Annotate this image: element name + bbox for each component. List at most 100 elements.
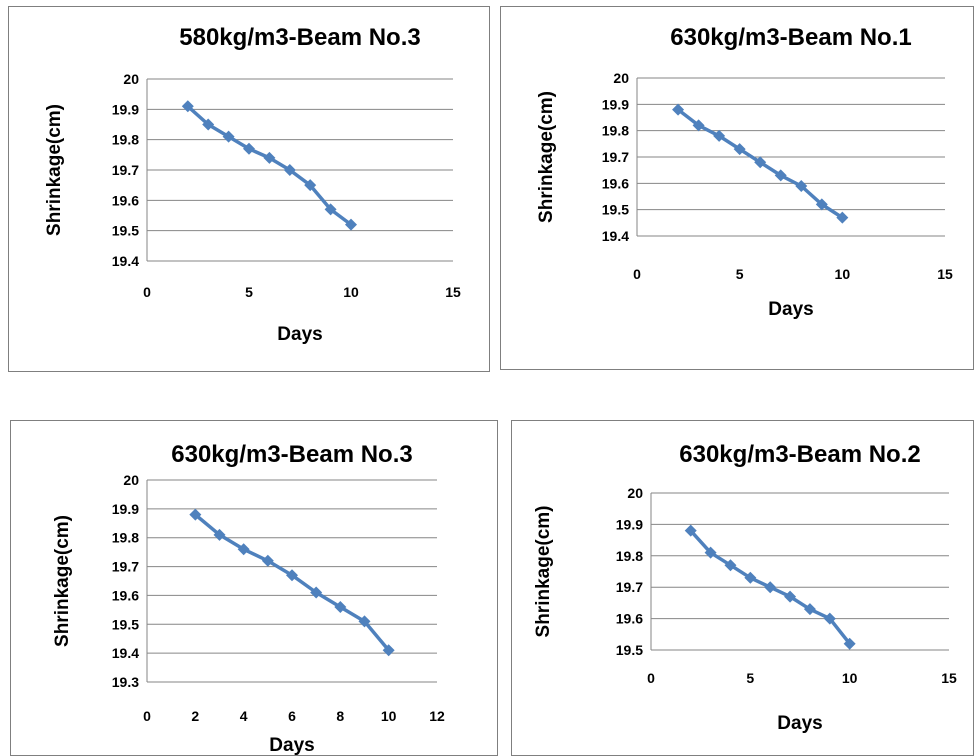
y-axis-label: Shrinkage(cm) — [536, 91, 557, 223]
data-point — [181, 100, 194, 113]
chart-title: 630kg/m3-Beam No.3 — [171, 441, 412, 468]
y-axis-label: Shrinkage(cm) — [52, 515, 73, 647]
data-point — [784, 590, 797, 603]
x-tick-label: 8 — [336, 708, 344, 724]
y-tick-label: 19.7 — [616, 579, 643, 595]
data-point — [213, 528, 226, 541]
data-point — [684, 524, 697, 537]
data-point — [704, 546, 717, 559]
data-point — [382, 644, 395, 657]
y-tick-label: 19.6 — [602, 175, 629, 191]
data-point — [803, 603, 816, 616]
y-tick-label: 19.6 — [112, 192, 139, 208]
chart-630-beam-3: 630kg/m3-Beam No.3 19.3 19.4 19.5 19.6 19.7 19… — [52, 441, 445, 755]
x-axis-label: Days — [277, 324, 322, 345]
x-tick-label: 10 — [381, 708, 397, 724]
chart-630-beam-2: 630kg/m3-Beam No.2 19.5 19.6 19.7 19.8 19.9 20… — [533, 441, 957, 734]
y-tick-label: 19.5 — [112, 223, 139, 239]
data-point — [243, 142, 255, 155]
chart-panel-1: 580kg/m3-Beam No.3 19.4 19.5 19.6 19.7 19.8 19… — [8, 6, 490, 372]
y-tick-label: 19.8 — [616, 548, 643, 564]
y-tick-label: 19.5 — [616, 642, 643, 658]
data-point — [836, 211, 849, 224]
data-point — [672, 103, 685, 116]
y-tick-label: 19.5 — [112, 616, 139, 632]
x-tick-label: 0 — [633, 266, 641, 282]
x-tick-label: 15 — [937, 266, 953, 282]
y-tick-label: 19.3 — [112, 674, 139, 690]
y-tick-label: 19.4 — [112, 645, 139, 661]
y-tick-label: 20 — [123, 472, 139, 488]
y-axis-label: Shrinkage(cm) — [533, 506, 554, 638]
chart-panel-3: 630kg/m3-Beam No.3 19.3 19.4 19.5 19.6 19.7 19… — [10, 420, 498, 756]
data-point — [692, 119, 705, 132]
y-tick-label: 19.6 — [112, 587, 139, 603]
data-point — [283, 164, 296, 176]
x-tick-label: 5 — [245, 284, 253, 300]
y-tick-label: 19.4 — [112, 253, 139, 269]
x-tick-label: 0 — [647, 670, 655, 686]
x-tick-label: 0 — [143, 284, 151, 300]
chart-title: 580kg/m3-Beam No.3 — [179, 24, 420, 51]
data-point — [304, 179, 317, 192]
x-tick-label: 2 — [191, 708, 199, 724]
chart-title: 630kg/m3-Beam No.2 — [679, 441, 920, 468]
data-point — [324, 203, 337, 216]
y-tick-label: 19.7 — [112, 162, 139, 178]
y-tick-label: 19.4 — [602, 228, 629, 244]
x-tick-label: 4 — [240, 708, 248, 724]
x-tick-label: 6 — [288, 708, 296, 724]
data-point — [774, 169, 787, 182]
y-tick-label: 20 — [613, 70, 629, 86]
x-tick-label: 10 — [835, 266, 851, 282]
y-tick-label: 19.9 — [112, 101, 139, 117]
data-point — [334, 600, 347, 613]
chart-title: 630kg/m3-Beam No.1 — [670, 24, 911, 51]
x-tick-label: 5 — [736, 266, 744, 282]
y-tick-label: 19.7 — [112, 559, 139, 575]
y-tick-label: 19.8 — [602, 123, 629, 139]
data-point — [263, 151, 276, 164]
y-tick-label: 20 — [627, 485, 643, 501]
x-tick-label: 10 — [842, 670, 858, 686]
x-axis-label: Days — [777, 713, 822, 734]
data-point — [261, 554, 274, 567]
chart-630-beam-1: 630kg/m3-Beam No.1 19.4 19.5 19.6 19.7 19.8 19… — [536, 24, 953, 320]
x-tick-label: 15 — [941, 670, 957, 686]
data-point — [222, 130, 235, 143]
x-tick-label: 0 — [143, 708, 151, 724]
data-point — [843, 637, 856, 650]
data-point — [815, 198, 828, 211]
x-tick-label: 5 — [746, 670, 754, 686]
data-point — [358, 615, 371, 628]
y-tick-label: 19.7 — [602, 149, 629, 165]
data-point — [202, 118, 215, 131]
data-point — [754, 156, 767, 169]
y-tick-label: 19.8 — [112, 530, 139, 546]
data-point — [189, 508, 202, 521]
y-tick-label: 19.9 — [616, 516, 643, 532]
chart-panel-2: 630kg/m3-Beam No.1 19.4 19.5 19.6 19.7 19.8 19… — [500, 6, 974, 370]
data-point — [286, 569, 298, 582]
data-point — [713, 129, 726, 142]
y-tick-label: 20 — [123, 71, 139, 87]
x-tick-label: 10 — [343, 284, 359, 300]
data-point — [724, 559, 737, 572]
y-tick-label: 19.6 — [616, 611, 643, 627]
y-tick-label: 19.5 — [602, 202, 629, 218]
y-tick-label: 19.8 — [112, 132, 139, 148]
data-point — [237, 543, 250, 556]
data-point — [733, 143, 746, 156]
data-point — [310, 586, 323, 599]
chart-580-beam-3: 580kg/m3-Beam No.3 19.4 19.5 19.6 19.7 19.8 19… — [44, 24, 461, 345]
x-tick-label: 15 — [445, 284, 461, 300]
data-point — [764, 581, 777, 594]
data-point — [823, 612, 836, 625]
chart-panel-4: 630kg/m3-Beam No.2 19.5 19.6 19.7 19.8 19.9 20… — [511, 420, 974, 756]
y-axis-label: Shrinkage(cm) — [44, 104, 65, 236]
data-point — [795, 179, 808, 192]
y-tick-label: 19.9 — [602, 96, 629, 112]
x-axis-label: Days — [768, 299, 813, 320]
x-tick-label: 12 — [429, 708, 445, 724]
y-tick-label: 19.9 — [112, 501, 139, 517]
